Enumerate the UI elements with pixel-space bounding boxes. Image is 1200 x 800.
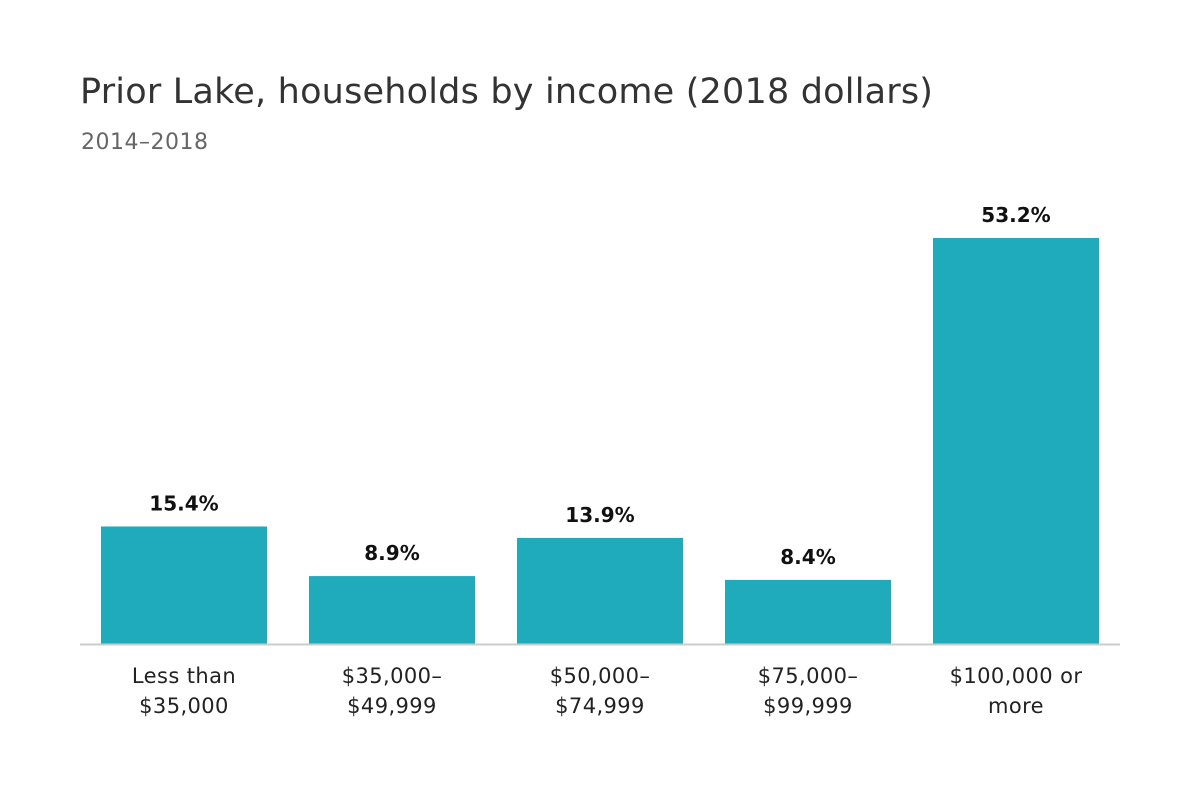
category-label-line: more [988,694,1044,718]
value-label-1: 15.4% [149,491,218,515]
chart-subtitle: 2014–2018 [81,130,209,155]
category-label-line: $50,000– [550,664,651,688]
category-label-line: $35,000 [139,694,229,718]
value-label-4: 8.4% [780,545,835,569]
category-label-5: $100,000 or more [950,664,1083,718]
category-label-line: $35,000– [342,664,443,688]
bar-4 [725,579,891,644]
category-label-3: $50,000– $74,999 [550,664,651,718]
category-label-line: Less than [132,664,236,688]
bar-2 [309,576,475,644]
value-label-2: 8.9% [364,541,419,565]
bar-5 [933,238,1099,644]
chart-title: Prior Lake, households by income (2018 d… [80,72,934,112]
category-label-4: $75,000– $99,999 [758,664,859,718]
category-label-line: $49,999 [347,694,437,718]
bar-3 [517,537,683,644]
category-label-line: $75,000– [758,664,859,688]
category-label-2: $35,000– $49,999 [342,664,443,718]
value-label-5: 53.2% [981,203,1050,227]
category-label-line: $99,999 [763,694,853,718]
value-label-3: 13.9% [565,503,634,527]
bar-1 [101,526,267,644]
category-label-1: Less than $35,000 [132,664,236,718]
category-label-line: $100,000 or [950,664,1083,688]
category-label-line: $74,999 [555,694,645,718]
